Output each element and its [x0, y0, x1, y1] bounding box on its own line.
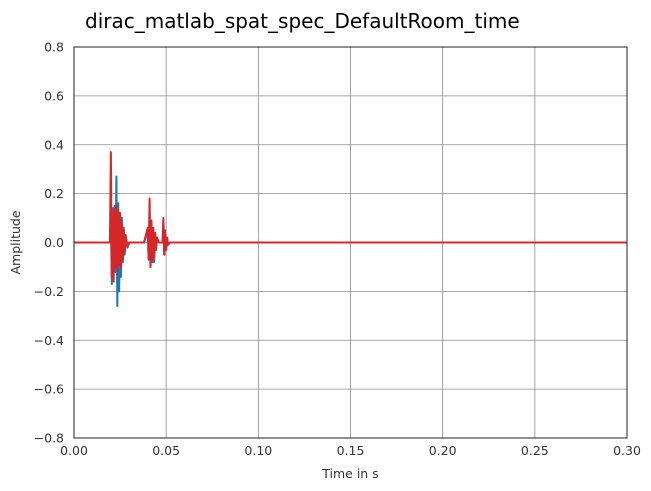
x-tick-label: 0.15 — [337, 443, 365, 458]
series-line-2 — [74, 151, 627, 283]
chart-title: dirac_matlab_spat_spec_DefaultRoom_time — [85, 9, 520, 33]
y-tick-label: 0.6 — [44, 88, 64, 103]
y-tick-label: 0.8 — [44, 40, 64, 55]
x-tick-label: 0.10 — [244, 443, 272, 458]
y-tick-label: 0.4 — [44, 137, 64, 152]
y-tick-label: −0.6 — [34, 382, 64, 397]
y-tick-label: 0.0 — [44, 235, 64, 250]
plot-frame — [73, 46, 628, 439]
series-layer — [74, 151, 627, 308]
y-tick-label: −0.8 — [34, 431, 64, 446]
x-tick-label: 0.05 — [152, 443, 180, 458]
y-axis-label: Amplitude — [8, 210, 23, 274]
x-tick-label: 0.20 — [429, 443, 457, 458]
x-axis-label: Time in s — [321, 466, 378, 481]
y-tick-label: 0.2 — [44, 186, 64, 201]
x-tick-label: 0.30 — [613, 443, 641, 458]
y-tick-label: −0.4 — [34, 333, 64, 348]
y-tick-label: −0.2 — [34, 284, 64, 299]
tick-labels: 0.00 0.05 0.10 0.15 0.20 0.25 0.30 0.8 0.6 0.4 0.2… — [34, 40, 641, 459]
x-tick-label: 0.25 — [521, 443, 549, 458]
x-tick-label: 0.00 — [60, 443, 88, 458]
